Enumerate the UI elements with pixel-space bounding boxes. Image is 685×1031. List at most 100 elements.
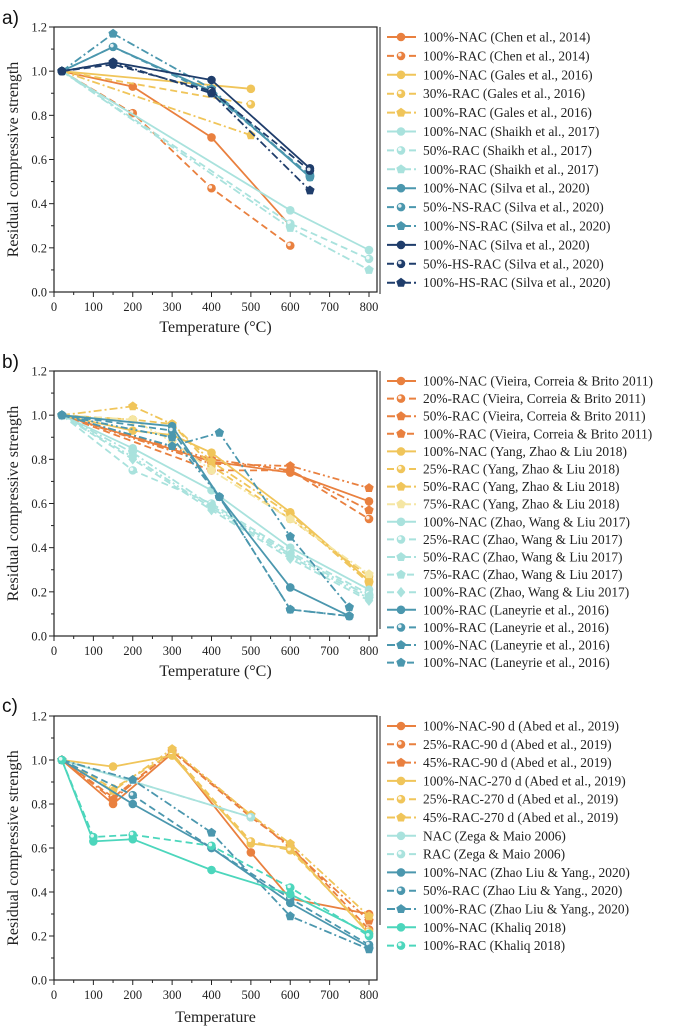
- x-axis: 0 100 200 300 400 500 600 700 800: [51, 980, 379, 1002]
- legend-item: 50%-RAC (Zhao Liu & Yang., 2020): [387, 883, 622, 898]
- legend-item: 100%-NAC (Silva et al., 2020): [387, 237, 590, 252]
- series-line: [61, 414, 370, 489]
- x-axis: 0 100 200 300 400 500 600 700 800: [51, 636, 378, 658]
- data-point: [206, 465, 217, 475]
- legend-marker: [396, 428, 406, 438]
- y-tick-label: 0.0: [31, 630, 47, 644]
- data-point: [305, 185, 315, 195]
- y-tick-label: 0.0: [31, 974, 47, 988]
- y-axis-title: Residual compressive strength: [5, 750, 22, 946]
- data-point: [364, 505, 374, 515]
- series-0: [57, 749, 374, 919]
- legend-item: 100%-NAC (Silva et al., 2020): [387, 181, 590, 196]
- legend: 100%-NAC (Chen et al., 2014) 100%-RAC (Ch…: [379, 27, 610, 294]
- marker-highlight: [306, 167, 311, 172]
- series-line: [61, 70, 370, 260]
- marker-highlight: [247, 838, 252, 842]
- legend-marker: [396, 941, 406, 950]
- marker-highlight: [169, 427, 173, 432]
- x-tick-label: 400: [202, 988, 221, 1002]
- series-6: [57, 755, 256, 822]
- legend-label: 50%-RAC (Zhao, Wang & Liu 2017): [423, 550, 623, 565]
- legend-item: 100%-NS-RAC (Silva et al., 2020): [387, 219, 610, 234]
- data-point: [285, 889, 295, 899]
- legend-marker: [396, 183, 406, 193]
- marker-highlight: [398, 887, 402, 892]
- y-axis: 0.0 0.2 0.4 0.6 0.8 1.0 1.2: [31, 710, 54, 988]
- legend-label: 50%-RAC (Zhao Liu & Yang., 2020): [423, 883, 622, 898]
- legend-marker: [396, 640, 406, 649]
- x-tick-label: 700: [320, 644, 339, 658]
- x-tick-label: 100: [84, 988, 103, 1002]
- legend-item: 100%-NAC-90 d (Abed et al., 2019): [387, 719, 619, 734]
- legend-label: 100%-NAC (Chen et al., 2014): [423, 30, 590, 45]
- series-line: [61, 70, 291, 247]
- panel-label: a): [2, 8, 19, 29]
- legend-item: 25%-RAC (Zhao, Wang & Liu 2017): [387, 532, 623, 547]
- legend-marker: [396, 70, 406, 80]
- data-point: [364, 595, 374, 606]
- series-line: [61, 414, 370, 520]
- data-point: [285, 531, 295, 541]
- series-line: [61, 61, 311, 192]
- series-13: [57, 57, 315, 195]
- legend-marker: [396, 569, 406, 579]
- x-tick-label: 200: [123, 644, 142, 658]
- marker-highlight: [366, 941, 370, 946]
- y-axis-title: Residual compressive strength: [5, 406, 22, 602]
- legend-marker: [396, 605, 406, 615]
- marker-highlight: [398, 624, 402, 628]
- legend-label: 25%-RAC (Zhao, Wang & Liu 2017): [423, 532, 623, 547]
- data-point: [207, 841, 216, 851]
- legend-item: 25%-RAC (Yang, Zhao & Liu 2018): [387, 462, 620, 477]
- legend-label: 75%-RAC (Zhao, Wang & Liu 2017): [423, 567, 623, 582]
- data-point: [364, 496, 374, 506]
- legend-marker: [396, 464, 406, 474]
- legend-item: 100%-NAC (Zhao, Wang & Liu 2017): [387, 514, 630, 529]
- legend-label: 50%-NS-RAC (Silva et al., 2020): [423, 200, 604, 215]
- legend: 100%-NAC-90 d (Abed et al., 2019) 25%-RAC…: [379, 716, 630, 953]
- legend-item: 100%-NAC (Laneyrie et al., 2016): [387, 638, 610, 653]
- legend: 100%-NAC (Vieira, Correia & Brito 2011) 2…: [379, 371, 653, 670]
- x-tick-label: 500: [242, 988, 261, 1002]
- data-point: [207, 75, 216, 85]
- legend-label: 100%-RAC (Zhao, Wang & Liu 2017): [423, 585, 629, 600]
- legend-label: 100%-NAC (Yang, Zhao & Liu 2018): [423, 444, 627, 459]
- data-point: [206, 827, 217, 837]
- legend-marker: [396, 721, 406, 731]
- legend-item: 100%-NAC (Zhao Liu & Yang., 2020): [387, 865, 630, 880]
- legend-marker: [396, 499, 406, 509]
- y-tick-label: 0.2: [31, 241, 47, 255]
- legend-marker: [396, 812, 406, 822]
- legend-item: 100%-NAC-270 d (Abed et al., 2019): [387, 773, 626, 788]
- x-tick-label: 300: [163, 644, 182, 658]
- x-tick-label: 800: [360, 988, 379, 1002]
- x-tick-label: 0: [51, 988, 57, 1002]
- data-point: [364, 931, 374, 941]
- legend-label: 100%-NAC-270 d (Abed et al., 2019): [423, 773, 626, 788]
- series-group: [57, 401, 374, 621]
- legend-marker: [396, 831, 406, 841]
- legend-marker: [396, 146, 406, 155]
- series-line: [61, 70, 291, 227]
- data-point: [285, 838, 295, 848]
- y-tick-label: 1.0: [31, 65, 47, 79]
- x-tick-label: 0: [51, 300, 57, 314]
- legend-marker: [396, 89, 406, 98]
- marker-highlight: [208, 842, 213, 847]
- y-tick-label: 1.2: [31, 21, 47, 35]
- legend-item: 25%-RAC-90 d (Abed et al., 2019): [387, 737, 612, 752]
- data-point: [108, 28, 118, 38]
- data-point: [167, 426, 177, 435]
- x-tick-label: 700: [320, 988, 339, 1002]
- legend-marker: [396, 127, 406, 136]
- marker-highlight: [398, 90, 402, 95]
- legend-marker: [396, 411, 406, 421]
- legend-item: 50%-NS-RAC (Silva et al., 2020): [387, 200, 604, 215]
- legend-marker: [396, 657, 406, 667]
- series-line: [61, 414, 370, 503]
- legend-item: NAC (Zega & Maio 2006): [387, 828, 566, 843]
- y-tick-label: 0.8: [31, 798, 47, 812]
- series-line: [61, 414, 350, 617]
